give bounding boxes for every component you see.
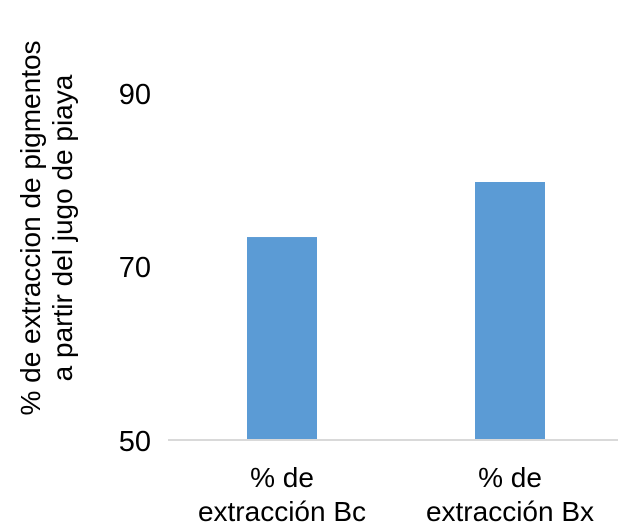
y-tick-label: 70 (119, 252, 151, 284)
x-category-label-bx-line-1: % de (478, 462, 542, 493)
y-axis-title-line-1: % de extraccion de pigmentos (15, 40, 46, 415)
bar-extraccion-bx (475, 182, 545, 440)
y-tick-label: 50 (119, 426, 151, 458)
bars (247, 182, 545, 440)
x-axis-labels: % de extracción Bc % de extracción Bx (198, 462, 594, 527)
y-axis-ticks: 50 70 90 (119, 79, 151, 458)
y-tick-label: 90 (119, 79, 151, 111)
x-category-label-bc-line-2: extracción Bc (198, 496, 366, 527)
x-category-label-bx-line-2: extracción Bx (426, 496, 594, 527)
y-axis-title-line-2: a partir del jugo de piaya (47, 74, 78, 381)
x-category-label-bc-line-1: % de (250, 462, 314, 493)
y-axis-title: % de extraccion de pigmentos a partir de… (15, 40, 78, 415)
bar-extraccion-bc (247, 237, 317, 440)
